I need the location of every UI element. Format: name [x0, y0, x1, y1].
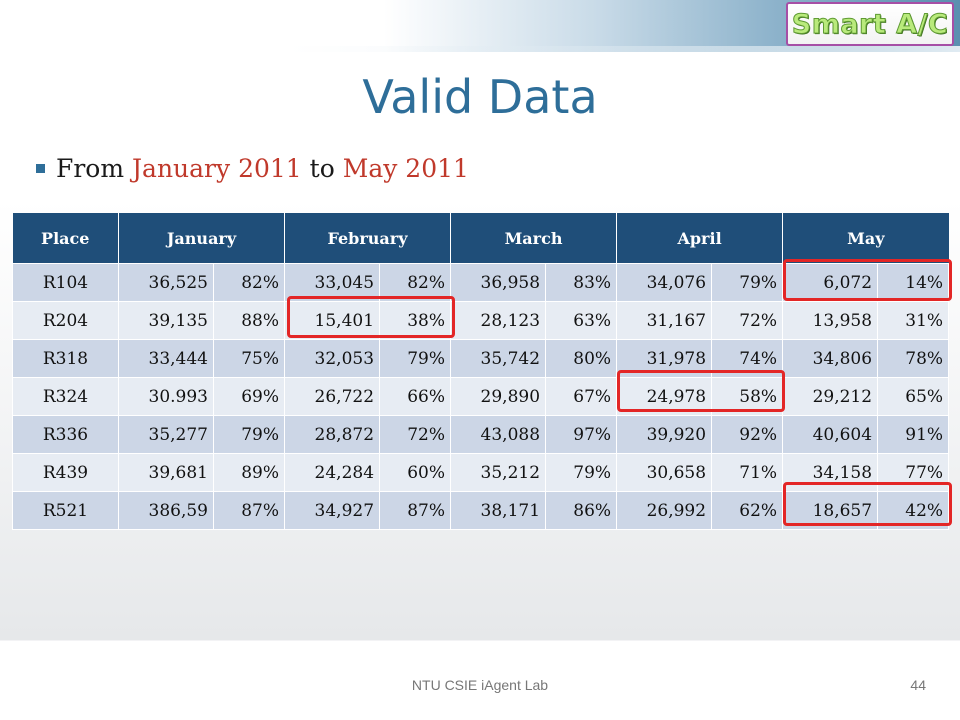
count-cell: 34,158 [782, 453, 879, 492]
footer-lab-name: NTU CSIE iAgent Lab [411, 677, 549, 693]
percent-cell: 79% [379, 339, 452, 378]
percent-cell: 79% [545, 453, 618, 492]
column-header: April [616, 213, 783, 264]
count-cell: 30.993 [118, 377, 214, 416]
percent-cell: 71% [711, 453, 784, 492]
count-cell: 30,658 [616, 453, 713, 492]
percent-cell: 82% [379, 263, 452, 302]
place-cell: R324 [12, 377, 119, 416]
percent-cell: 75% [212, 339, 286, 378]
percent-cell: 87% [379, 491, 452, 530]
percent-cell: 86% [545, 491, 618, 530]
column-header: Place [12, 213, 119, 264]
count-cell: 386,59 [118, 491, 214, 530]
count-cell: 35,212 [450, 453, 547, 492]
count-cell: 24,284 [284, 453, 381, 492]
count-cell: 32,053 [284, 339, 381, 378]
percent-cell: 77% [877, 453, 950, 492]
bullet-date-range: From January 2011 to May 2011 [36, 154, 469, 183]
table-row: R439 39,681 89% 24,284 60% 35,212 79% 30,658 71%… [12, 453, 950, 492]
bullet-end-date: May 2011 [342, 154, 469, 183]
percent-cell: 83% [545, 263, 618, 302]
percent-cell: 92% [711, 415, 784, 454]
percent-cell: 80% [545, 339, 618, 378]
percent-cell: 62% [711, 491, 784, 530]
slide-title: Valid Data [362, 70, 598, 124]
count-cell: 33,444 [118, 339, 214, 378]
percent-cell: 31% [877, 301, 950, 340]
place-cell: R336 [12, 415, 119, 454]
count-cell: 40,604 [782, 415, 879, 454]
percent-cell: 82% [212, 263, 286, 302]
count-cell: 26,722 [284, 377, 381, 416]
place-cell: R104 [12, 263, 119, 302]
highlight-box-r204-february [287, 296, 455, 338]
count-cell: 39,920 [616, 415, 713, 454]
count-cell: 6,072 [782, 263, 879, 302]
highlight-box-r324-april [617, 370, 785, 412]
count-cell: 29,212 [782, 377, 879, 416]
highlight-box-r104-may [783, 259, 952, 301]
percent-cell: 88% [212, 301, 286, 340]
count-cell: 28,872 [284, 415, 381, 454]
bullet-start-date: January 2011 [132, 154, 302, 183]
count-cell: 13,958 [782, 301, 879, 340]
percent-cell: 69% [212, 377, 286, 416]
count-cell: 34,927 [284, 491, 381, 530]
count-cell: 26,992 [616, 491, 713, 530]
count-cell: 29,890 [450, 377, 547, 416]
percent-cell: 66% [379, 377, 452, 416]
place-cell: R318 [12, 339, 119, 378]
percent-cell: 63% [545, 301, 618, 340]
percent-cell: 89% [212, 453, 286, 492]
page-number: 44 [910, 677, 926, 693]
count-cell: 39,681 [118, 453, 214, 492]
square-bullet-icon [36, 164, 45, 173]
place-cell: R439 [12, 453, 119, 492]
percent-cell: 79% [212, 415, 286, 454]
table-row: R336 35,277 79% 28,872 72% 43,088 97% 39,920 92%… [12, 415, 950, 454]
table-row: R204 39,135 88% 15,401 38% 28,123 63% 31,167 72%… [12, 301, 950, 340]
smart-ac-logo: Smart A/C [786, 2, 954, 46]
table-row: R318 33,444 75% 32,053 79% 35,742 80% 31,978 74%… [12, 339, 950, 378]
percent-cell: 14% [877, 263, 950, 302]
place-cell: R204 [12, 301, 119, 340]
table-row: R324 30.993 69% 26,722 66% 29,890 67% 24,978 58%… [12, 377, 950, 416]
place-cell: R521 [12, 491, 119, 530]
column-header: May [782, 213, 949, 264]
percent-cell: 91% [877, 415, 950, 454]
count-cell: 43,088 [450, 415, 547, 454]
percent-cell: 72% [379, 415, 452, 454]
percent-cell: 97% [545, 415, 618, 454]
bullet-prefix: From [56, 154, 125, 183]
percent-cell: 79% [711, 263, 784, 302]
highlight-box-r521-may [783, 482, 952, 526]
count-cell: 31,167 [616, 301, 713, 340]
column-header: February [284, 213, 451, 264]
count-cell: 33,045 [284, 263, 381, 302]
percent-cell: 78% [877, 339, 950, 378]
percent-cell: 87% [212, 491, 286, 530]
count-cell: 39,135 [118, 301, 214, 340]
table-header-row: Place January February March April May [12, 213, 949, 264]
column-header: March [450, 213, 617, 264]
percent-cell: 65% [877, 377, 950, 416]
percent-cell: 72% [711, 301, 784, 340]
column-header: January [117, 213, 285, 264]
count-cell: 28,123 [450, 301, 547, 340]
percent-cell: 67% [545, 377, 618, 416]
percent-cell: 60% [379, 453, 452, 492]
count-cell: 34,806 [782, 339, 879, 378]
count-cell: 34,076 [616, 263, 713, 302]
logo-text: Smart A/C [791, 8, 949, 40]
count-cell: 15,401 [284, 301, 381, 340]
count-cell: 35,742 [450, 339, 547, 378]
count-cell: 35,277 [118, 415, 214, 454]
count-cell: 36,958 [450, 263, 547, 302]
table-row: R104 36,525 82% 33,045 82% 36,958 83% 34,076 79%… [12, 263, 950, 302]
count-cell: 36,525 [118, 263, 214, 302]
bullet-joiner: to [309, 154, 335, 183]
count-cell: 38,171 [450, 491, 547, 530]
